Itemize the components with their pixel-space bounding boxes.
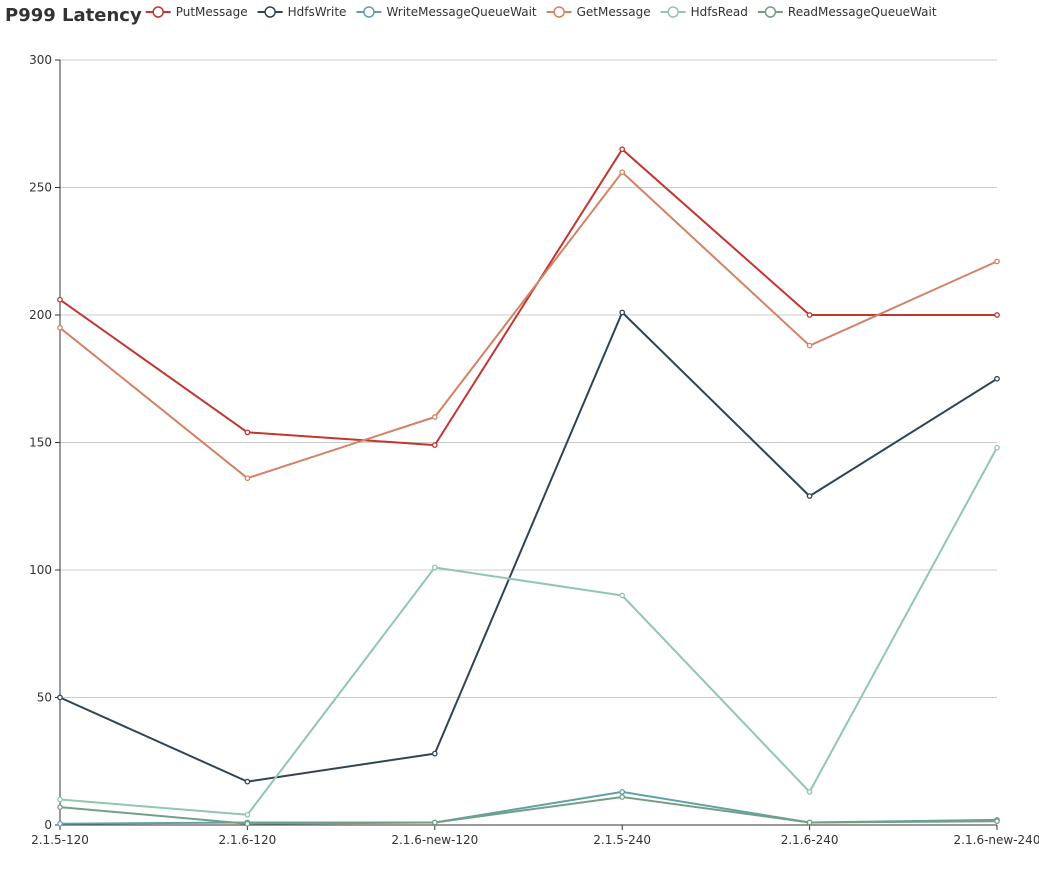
series-line-getmessage	[59, 171, 998, 480]
series-line-hdfswrite	[59, 311, 998, 783]
series-line-hdfsread	[59, 447, 998, 816]
data-point-getmessage[interactable]	[619, 169, 626, 176]
data-point-getmessage[interactable]	[806, 342, 813, 349]
data-point-hdfswrite[interactable]	[806, 493, 813, 499]
data-point-putmessage[interactable]	[806, 312, 813, 318]
data-point-readmessagequeuewait[interactable]	[994, 818, 1000, 825]
series-line-readmessagequeuewait	[59, 796, 998, 825]
data-point-getmessage[interactable]	[57, 324, 63, 331]
data-point-readmessagequeuewait[interactable]	[619, 794, 626, 800]
data-point-hdfswrite[interactable]	[57, 694, 63, 701]
data-point-putmessage[interactable]	[244, 429, 251, 436]
data-point-putmessage[interactable]	[619, 146, 626, 153]
legend-item-writemessagequeuewait[interactable]: WriteMessageQueueWait	[356, 5, 537, 19]
legend-item-getmessage[interactable]: GetMessage	[546, 5, 651, 19]
chart-title: P999 Latency	[5, 5, 142, 26]
y-tick-label: 50	[37, 691, 52, 705]
x-tick-label: 2.1.5-240	[593, 833, 651, 847]
y-tick-label: 150	[29, 436, 52, 450]
data-point-hdfsread[interactable]	[994, 444, 1000, 451]
x-tick-label: 2.1.6-new-120	[391, 833, 478, 847]
data-point-putmessage[interactable]	[57, 296, 63, 303]
data-point-getmessage[interactable]	[431, 414, 438, 420]
legend-item-readmessagequeuewait[interactable]: ReadMessageQueueWait	[757, 5, 937, 19]
legend-symbol-circle	[363, 6, 375, 18]
legend-label: HdfsWrite	[288, 5, 347, 19]
y-tick-label: 0	[44, 818, 52, 832]
data-point-hdfsread[interactable]	[806, 788, 813, 795]
data-point-readmessagequeuewait[interactable]	[806, 819, 813, 826]
data-point-writemessagequeuewait[interactable]	[57, 820, 63, 827]
data-point-writemessagequeuewait[interactable]	[619, 788, 626, 795]
legend-symbol-circle	[152, 6, 164, 18]
data-point-hdfswrite[interactable]	[431, 750, 438, 757]
data-point-hdfsread[interactable]	[244, 811, 251, 818]
data-point-getmessage[interactable]	[244, 475, 251, 482]
axes: 0 50 100 150 200 250 300 2.1.5-120 2.1.6-120 2.1.…	[29, 53, 1039, 847]
data-point-hdfsread[interactable]	[431, 564, 438, 571]
data-point-readmessagequeuewait[interactable]	[57, 804, 63, 811]
legend-symbol-circle	[667, 6, 679, 18]
x-tick-label: 2.1.6-new-240	[954, 833, 1039, 847]
data-point-readmessagequeuewait[interactable]	[244, 820, 251, 827]
y-tick-label: 250	[29, 181, 52, 195]
data-point-readmessagequeuewait[interactable]	[431, 819, 438, 826]
data-point-getmessage[interactable]	[994, 258, 1000, 265]
y-tick-label: 300	[29, 53, 52, 67]
legend-symbol-circle	[553, 6, 565, 18]
data-point-hdfswrite[interactable]	[994, 375, 1000, 382]
legend-item-hdfsread[interactable]: HdfsRead	[660, 5, 748, 19]
data-point-hdfsread[interactable]	[619, 592, 626, 599]
data-point-putmessage[interactable]	[431, 442, 438, 448]
legend-item-putmessage[interactable]: PutMessage	[145, 5, 248, 19]
series-line-putmessage	[59, 148, 997, 447]
y-tick-label: 200	[29, 308, 52, 322]
legend-label: GetMessage	[577, 5, 651, 19]
series-layer	[57, 146, 1000, 827]
y-tick-label: 100	[29, 563, 52, 577]
legend-item-hdfswrite[interactable]: HdfsWrite	[257, 5, 347, 19]
x-tick-label: 2.1.6-120	[219, 833, 277, 847]
legend-symbol-circle	[264, 6, 276, 18]
legend-label: PutMessage	[176, 5, 248, 19]
x-tick-label: 2.1.6-240	[781, 833, 839, 847]
data-point-putmessage[interactable]	[994, 312, 1000, 318]
legend-symbol-circle	[764, 6, 777, 18]
legend-label: ReadMessageQueueWait	[788, 5, 937, 19]
x-tick-label: 2.1.5-120	[31, 833, 89, 847]
data-point-hdfswrite[interactable]	[619, 309, 626, 316]
legend-label: WriteMessageQueueWait	[386, 5, 536, 19]
grid-lines	[60, 59, 997, 698]
data-point-hdfsread[interactable]	[57, 796, 63, 803]
data-point-hdfswrite[interactable]	[244, 778, 251, 785]
legend: PutMessage HdfsWrite WriteMessageQueueWait…	[145, 5, 937, 19]
legend-label: HdfsRead	[691, 5, 748, 19]
